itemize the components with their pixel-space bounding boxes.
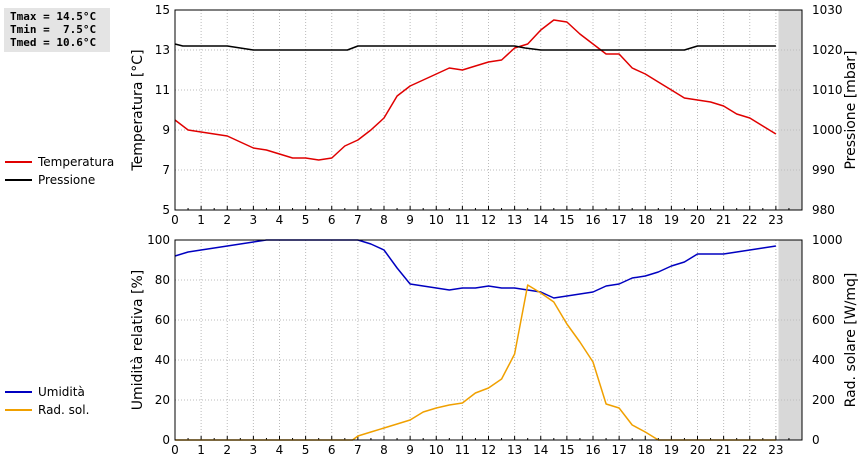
x-tick-label: 14 <box>533 443 548 457</box>
legend-top: Temperatura Pressione <box>5 155 114 187</box>
x-tick-label: 13 <box>507 443 522 457</box>
x-tick-label: 21 <box>716 443 731 457</box>
y-tick-label-right: 1000 <box>812 123 843 137</box>
future-band <box>778 240 802 440</box>
y-tick-label-left: 60 <box>155 313 170 327</box>
x-tick-label: 19 <box>664 213 679 227</box>
x-tick-label: 12 <box>481 213 496 227</box>
x-tick-label: 22 <box>742 443 757 457</box>
x-tick-label: 6 <box>328 443 336 457</box>
y-axis-label-left: Temperatura [°C] <box>130 49 146 171</box>
x-tick-label: 11 <box>455 443 470 457</box>
legend-humidity-label: Umidità <box>38 385 85 399</box>
x-tick-label: 4 <box>276 213 284 227</box>
series-line-rad-sol <box>175 284 776 441</box>
y-tick-label-right: 600 <box>812 313 835 327</box>
y-tick-label-right: 0 <box>812 433 820 447</box>
x-tick-label: 21 <box>716 213 731 227</box>
x-tick-label: 0 <box>171 213 179 227</box>
y-tick-label-left: 100 <box>147 233 170 247</box>
future-band <box>778 10 802 210</box>
y-tick-label-left: 20 <box>155 393 170 407</box>
x-tick-label: 11 <box>455 213 470 227</box>
y-tick-label-left: 40 <box>155 353 170 367</box>
x-tick-label: 19 <box>664 443 679 457</box>
y-tick-label-right: 980 <box>812 203 835 217</box>
x-tick-label: 6 <box>328 213 336 227</box>
x-tick-label: 4 <box>276 443 284 457</box>
plot-frame <box>174 9 803 211</box>
y-tick-label-right: 200 <box>812 393 835 407</box>
plot-frame <box>174 239 803 441</box>
x-tick-label: 23 <box>768 443 783 457</box>
x-tick-label: 3 <box>250 213 258 227</box>
y-tick-label-right: 1020 <box>812 43 843 57</box>
y-tick-label-right: 1030 <box>812 3 843 17</box>
x-tick-label: 10 <box>429 213 444 227</box>
x-tick-label: 10 <box>429 443 444 457</box>
x-tick-label: 22 <box>742 213 757 227</box>
x-tick-label: 7 <box>354 213 362 227</box>
x-tick-label: 8 <box>380 213 388 227</box>
series-line-umidit <box>174 239 777 299</box>
y-tick-label-left: 0 <box>162 433 170 447</box>
x-tick-label: 16 <box>585 443 600 457</box>
x-tick-label: 3 <box>250 443 258 457</box>
humidity-radiation-chart: 0 1 2 3 4 5 6 7 8 9 10 11 12 13 14 15 16 17 18 19 20 21 22 2302… <box>130 233 859 457</box>
x-tick-label: 12 <box>481 443 496 457</box>
x-tick-label: 1 <box>197 443 205 457</box>
x-tick-label: 17 <box>611 443 626 457</box>
y-axis-label-right: Pressione [mbar] <box>843 50 859 169</box>
x-tick-label: 9 <box>406 443 414 457</box>
y-tick-label-right: 1010 <box>812 83 843 97</box>
y-tick-label-left: 5 <box>162 203 170 217</box>
y-tick-label-left: 80 <box>155 273 170 287</box>
stats-box: Tmax = 14.5°C Tmin = 7.5°C Tmed = 10.6°C <box>4 8 110 52</box>
x-tick-label: 14 <box>533 213 548 227</box>
x-tick-label: 20 <box>690 213 705 227</box>
x-tick-label: 1 <box>197 213 205 227</box>
x-tick-label: 9 <box>406 213 414 227</box>
x-tick-label: 23 <box>768 213 783 227</box>
tmax-label: Tmax = 14.5°C <box>10 10 97 23</box>
y-tick-label-left: 7 <box>162 163 170 177</box>
y-tick-label-left: 15 <box>155 3 170 17</box>
x-tick-label: 18 <box>638 443 653 457</box>
y-tick-label-left: 9 <box>162 123 170 137</box>
tmed-label: Tmed = 10.6°C <box>10 36 97 49</box>
x-tick-label: 18 <box>638 213 653 227</box>
series-line-pressione <box>174 43 776 51</box>
y-tick-label-right: 800 <box>812 273 835 287</box>
series-line-temperatura <box>174 19 777 161</box>
x-tick-label: 5 <box>302 443 310 457</box>
tmin-label: Tmin = 7.5°C <box>10 23 97 36</box>
y-tick-label-left: 11 <box>155 83 170 97</box>
y-axis-label-left: Umidità relativa [%] <box>130 270 146 411</box>
x-tick-label: 16 <box>585 213 600 227</box>
x-tick-label: 8 <box>380 443 388 457</box>
y-tick-label-right: 400 <box>812 353 835 367</box>
x-tick-label: 15 <box>559 213 574 227</box>
legend-pressure-label: Pressione <box>38 173 95 187</box>
legend-temperature-label: Temperatura <box>37 155 114 169</box>
y-tick-label-right: 990 <box>812 163 835 177</box>
temperature-pressure-chart: 0 1 2 3 4 5 6 7 8 9 10 11 12 13 14 15 16 17 18 19 20 21 22 2357… <box>130 3 859 227</box>
y-tick-label-left: 13 <box>155 43 170 57</box>
x-tick-label: 20 <box>690 443 705 457</box>
x-tick-label: 2 <box>223 213 231 227</box>
x-tick-label: 17 <box>611 213 626 227</box>
x-tick-label: 15 <box>559 443 574 457</box>
x-tick-label: 5 <box>302 213 310 227</box>
x-tick-label: 0 <box>171 443 179 457</box>
legend-solar-label: Rad. sol. <box>38 403 89 417</box>
legend-bottom: Umidità Rad. sol. <box>5 385 89 417</box>
y-tick-label-right: 1000 <box>812 233 843 247</box>
x-tick-label: 7 <box>354 443 362 457</box>
y-axis-label-right: Rad. solare [W/mq] <box>843 273 859 408</box>
x-tick-label: 13 <box>507 213 522 227</box>
x-tick-label: 2 <box>223 443 231 457</box>
